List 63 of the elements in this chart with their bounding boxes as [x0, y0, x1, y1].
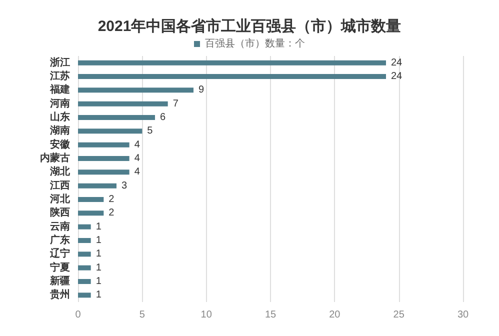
data-label: 4 [134, 166, 140, 178]
bar [78, 115, 155, 120]
data-label: 2 [108, 194, 115, 205]
bar [78, 60, 386, 66]
bar [78, 224, 91, 230]
y-tick-label: 贵州 [49, 288, 70, 301]
bar [78, 170, 130, 175]
y-tick-label: 新疆 [49, 275, 70, 287]
y-tick-label: 云南 [50, 220, 70, 232]
bar [78, 279, 91, 284]
y-tick-label: 河北 [49, 193, 71, 205]
bar [78, 74, 386, 79]
x-tick-label: 25 [393, 310, 405, 320]
bar [78, 252, 91, 257]
data-label: 1 [96, 262, 102, 274]
chart-title: 2021年中国各省市工业百强县（市）城市数量 [98, 17, 402, 35]
y-tick-label: 陕西 [50, 206, 70, 219]
data-label: 4 [134, 153, 140, 164]
x-tick-label: 20 [329, 310, 341, 320]
bar [78, 183, 116, 188]
x-tick-label: 15 [264, 310, 276, 320]
y-tick-label: 安徽 [50, 138, 71, 150]
y-tick-label: 河南 [49, 97, 70, 110]
data-label: 1 [96, 221, 102, 232]
bar [78, 210, 104, 216]
bar [78, 265, 91, 270]
data-label: 9 [198, 84, 204, 96]
x-tick-label: 30 [457, 310, 469, 320]
y-tick-label: 内蒙古 [40, 152, 70, 164]
y-tick-label: 辽宁 [49, 248, 70, 260]
y-tick-label: 宁夏 [50, 261, 70, 274]
y-tick-label: 江西 [49, 179, 70, 192]
y-tick-label: 湖南 [49, 124, 70, 137]
y-tick-label: 浙江 [49, 56, 70, 68]
bar [78, 238, 91, 243]
x-tick-label: 10 [200, 310, 212, 320]
data-label: 7 [172, 98, 179, 110]
y-tick-label: 江苏 [49, 70, 70, 82]
y-tick-label: 山东 [50, 111, 70, 123]
data-label: 4 [134, 139, 140, 150]
data-label: 1 [96, 235, 102, 246]
bar [78, 142, 130, 148]
data-label: 2 [108, 208, 115, 219]
data-label: 1 [96, 276, 102, 287]
bar [78, 197, 104, 202]
data-label: 24 [391, 71, 403, 82]
bar [78, 101, 168, 106]
bar [78, 156, 130, 161]
y-tick-label: 湖北 [49, 166, 71, 178]
bar [78, 128, 142, 134]
data-label: 1 [96, 290, 102, 301]
data-label: 5 [147, 126, 154, 137]
legend-label: 百强县（市）数量：个 [205, 38, 305, 50]
x-tick-label: 0 [75, 310, 82, 320]
y-tick-label: 广东 [49, 234, 70, 246]
x-tick-label: 5 [139, 310, 146, 320]
data-label: 24 [391, 57, 403, 68]
data-label: 3 [122, 180, 128, 192]
bar [78, 88, 194, 93]
data-label: 6 [160, 112, 166, 123]
data-label: 1 [96, 248, 102, 260]
bar [78, 292, 91, 298]
y-tick-label: 福建 [49, 84, 70, 96]
